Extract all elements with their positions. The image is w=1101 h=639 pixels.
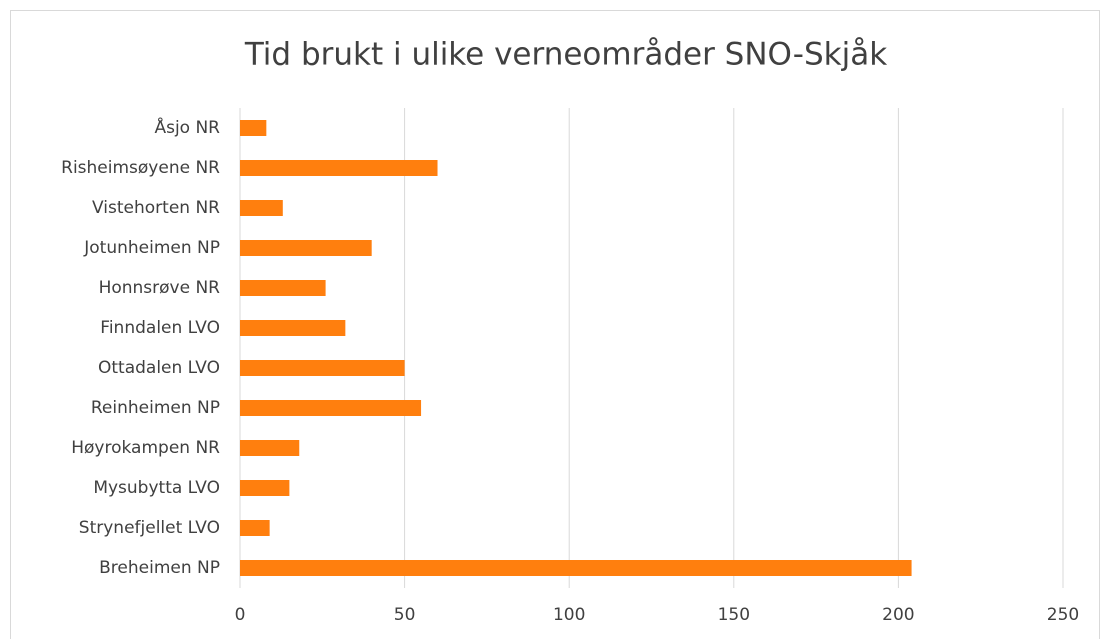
bar xyxy=(240,280,326,296)
bar xyxy=(240,160,438,176)
y-tick-label: Jotunheimen NP xyxy=(83,238,220,258)
bar xyxy=(240,360,405,376)
x-tick-label: 0 xyxy=(235,605,246,625)
bar xyxy=(240,120,267,136)
bar xyxy=(240,440,300,456)
y-tick-label: Vistehorten NR xyxy=(92,198,220,218)
bar xyxy=(240,400,422,416)
bar xyxy=(240,320,346,336)
bar xyxy=(240,200,283,216)
chart-title: Tid brukt i ulike verneområder SNO-Skjåk xyxy=(244,37,887,73)
y-tick-label: Reinheimen NP xyxy=(91,398,220,418)
y-tick-label: Honnsrøve NR xyxy=(99,278,221,298)
x-tick-label: 100 xyxy=(553,605,585,625)
bar xyxy=(240,240,372,256)
chart-border xyxy=(10,10,1100,639)
y-tick-label: Åsjo NR xyxy=(154,116,220,138)
bar xyxy=(240,560,912,576)
y-tick-label: Strynefjellet LVO xyxy=(79,518,220,538)
y-tick-label: Risheimsøyene NR xyxy=(61,158,220,178)
y-tick-label: Høyrokampen NR xyxy=(71,438,220,458)
y-tick-label: Ottadalen LVO xyxy=(98,358,220,378)
y-tick-label: Mysubytta LVO xyxy=(93,478,220,498)
x-tick-label: 50 xyxy=(394,605,416,625)
y-tick-label: Breheimen NP xyxy=(99,558,220,578)
bar xyxy=(240,520,270,536)
x-tick-label: 200 xyxy=(882,605,914,625)
bar xyxy=(240,480,290,496)
x-tick-label: 150 xyxy=(718,605,750,625)
y-tick-label: Finndalen LVO xyxy=(100,318,220,338)
x-tick-label: 250 xyxy=(1047,605,1079,625)
